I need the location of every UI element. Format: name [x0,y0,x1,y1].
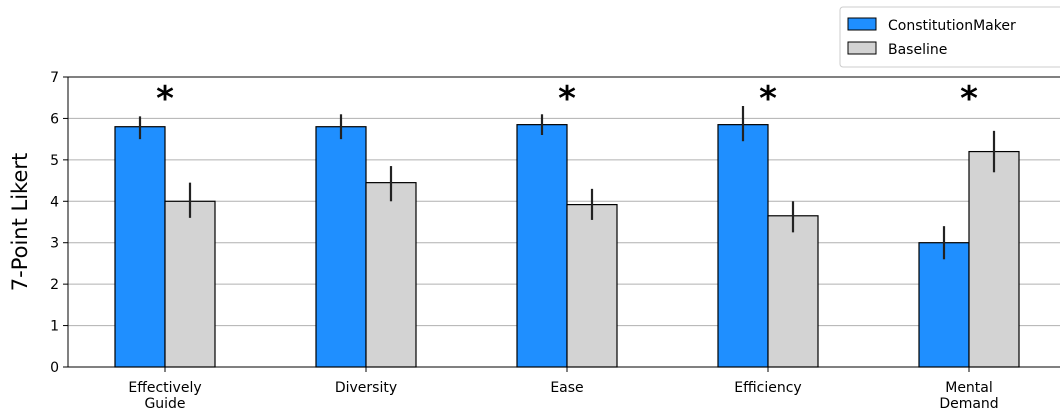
axes: 0 1 2 3 4 5 6 7 Effectively Guide * Diversity Ease * E… [50,70,1060,412]
significance-mark: * [156,79,174,119]
legend-label: Baseline [888,42,947,58]
x-tick-label-line: Diversity [335,380,397,396]
bar-constitutionmaker [918,242,970,368]
x-tick-label: Ease [550,380,583,396]
bar-constitutionmaker [717,124,769,368]
y-tick-label: 7 [50,70,59,86]
legend-swatch [847,41,877,55]
x-tick-label-line: Mental [945,380,993,396]
y-tick-label: 5 [50,153,59,169]
legend-swatch [847,17,877,31]
y-axis-label: 7-Point Likert [8,153,32,292]
y-tick-label: 4 [50,194,59,210]
bars [114,124,1020,368]
bar-constitutionmaker [315,126,367,368]
bar-constitutionmaker [114,126,166,368]
bar-constitutionmaker [516,124,568,368]
y-tick-label: 0 [50,360,59,376]
bar-baseline [566,204,618,368]
significance-mark: * [558,79,576,119]
x-tick-label: Efficiency [734,380,801,396]
significance-mark: * [960,79,978,119]
x-tick-label: Mental Demand [939,380,998,412]
legend-label: ConstitutionMaker [888,18,1016,34]
x-tick-label: Diversity [335,380,397,396]
y-tick-label: 3 [50,236,59,252]
x-tick-label: Effectively Guide [128,380,201,412]
y-tick-label: 1 [50,319,59,335]
x-tick-label-line: Effectively [128,380,201,396]
legend: ConstitutionMaker Baseline [839,6,1060,68]
x-tick-label-line: Efficiency [734,380,801,396]
bar-baseline [365,182,417,368]
bar-baseline [767,215,819,368]
bar-baseline [164,200,216,368]
x-tick-label-line: Demand [939,396,998,412]
bar-baseline [968,150,1020,368]
legend-box [839,6,1060,68]
x-tick-label-line: Guide [144,396,185,412]
y-tick-label: 6 [50,111,59,127]
significance-mark: * [759,79,777,119]
x-tick-label-line: Ease [550,380,583,396]
y-tick-label: 2 [50,277,59,293]
error-bars [138,106,996,260]
